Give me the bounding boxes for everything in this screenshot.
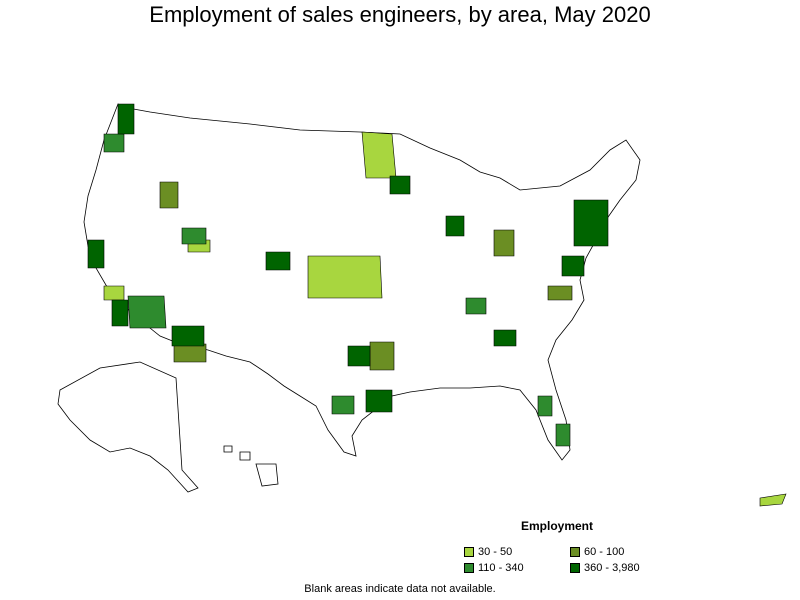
area-virginia bbox=[547, 285, 573, 301]
legend-label: 60 - 100 bbox=[584, 546, 625, 558]
legend-item-30-50: 30 - 50 bbox=[464, 545, 512, 559]
legend-label: 30 - 50 bbox=[478, 546, 513, 558]
legend-swatch bbox=[464, 547, 474, 557]
area-virgin-islands bbox=[759, 493, 787, 507]
area-texas-san-antonio bbox=[331, 395, 355, 415]
area-houston bbox=[365, 389, 393, 413]
area-seattle bbox=[117, 103, 135, 135]
area-minneapolis bbox=[389, 175, 411, 195]
legend: 30 - 50 60 - 100 110 - 340 360 - 3,980 bbox=[464, 545, 664, 577]
area-los-angeles bbox=[111, 299, 129, 327]
area-arizona-tucson bbox=[173, 343, 207, 363]
legend-label: 360 - 3,980 bbox=[584, 562, 640, 574]
area-washington-east bbox=[103, 133, 125, 153]
area-arizona-phoenix-core bbox=[171, 325, 205, 347]
map-title: Employment of sales engineers, by area, … bbox=[149, 2, 651, 27]
legend-swatch bbox=[570, 547, 580, 557]
area-dc bbox=[561, 255, 585, 277]
legend-item-110-340: 110 - 340 bbox=[464, 561, 524, 575]
area-ohio bbox=[493, 229, 515, 257]
area-chicago bbox=[445, 215, 465, 237]
legend-swatch bbox=[464, 563, 474, 573]
area-arizona-phoenix bbox=[127, 295, 167, 329]
area-north-dakota-east bbox=[361, 131, 397, 179]
area-florida-orlando bbox=[537, 395, 553, 417]
area-florida-miami bbox=[555, 423, 571, 447]
us-map bbox=[57, 103, 787, 507]
area-denver bbox=[265, 251, 291, 271]
area-atlanta bbox=[493, 329, 517, 347]
area-dallas bbox=[347, 345, 371, 367]
legend-item-360-3980: 360 - 3,980 bbox=[570, 561, 640, 575]
area-idaho-boise bbox=[159, 181, 179, 209]
area-northeast-corridor bbox=[573, 199, 609, 247]
hawaii-outline bbox=[223, 445, 279, 487]
legend-label: 110 - 340 bbox=[478, 562, 524, 574]
area-oklahoma-tulsa bbox=[369, 341, 395, 371]
area-utah-salt-lake bbox=[181, 227, 207, 245]
area-kansas bbox=[307, 255, 383, 299]
legend-swatch bbox=[570, 563, 580, 573]
area-tennessee bbox=[465, 297, 487, 315]
legend-item-60-100: 60 - 100 bbox=[570, 545, 624, 559]
legend-title: Employment bbox=[521, 519, 594, 533]
footnote: Blank areas indicate data not available. bbox=[304, 583, 496, 595]
area-bay-area bbox=[87, 239, 105, 269]
alaska-outline bbox=[57, 361, 199, 493]
area-california-central bbox=[103, 285, 125, 301]
